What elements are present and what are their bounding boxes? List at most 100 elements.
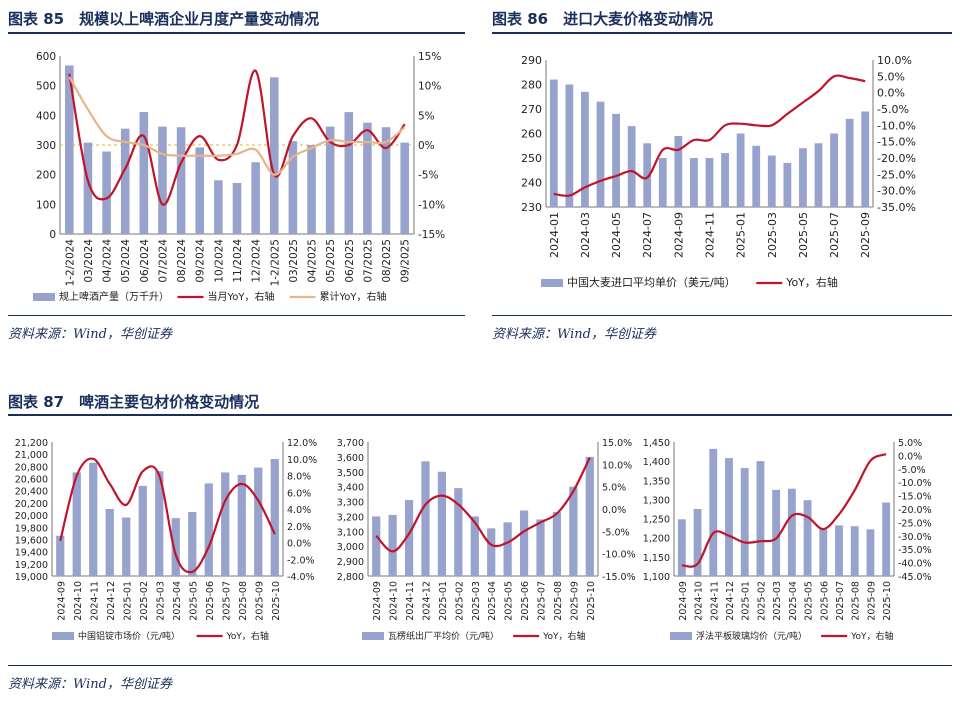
y-tick-label: 3,400 xyxy=(337,483,364,494)
bar xyxy=(176,127,186,234)
bar xyxy=(674,135,683,207)
bar xyxy=(138,485,147,576)
bar xyxy=(850,526,859,576)
bar xyxy=(400,142,409,234)
y2-tick-label: -15% xyxy=(418,229,445,241)
x-tick-label: 03/2024 xyxy=(83,239,95,283)
y2-tick-label: -10% xyxy=(418,199,445,211)
bar xyxy=(171,518,180,576)
x-tick-label: 2025-09 xyxy=(859,212,872,258)
x-tick-label: 2025-08 xyxy=(851,581,862,621)
bar xyxy=(388,514,397,576)
y2-tick-label: 15.0% xyxy=(602,438,632,449)
bar xyxy=(404,500,414,576)
x-tick-label: 08/2025 xyxy=(381,239,393,283)
x-tick-label: 2025-09 xyxy=(254,581,265,621)
bar xyxy=(237,474,246,576)
bar xyxy=(437,471,447,576)
y2-tick-label: -15.0% xyxy=(602,572,636,583)
x-tick-label: 2025-04 xyxy=(788,581,799,621)
y-tick-label: 19,600 xyxy=(15,535,48,546)
x-tick-label: 08/2024 xyxy=(176,239,188,283)
x-tick-label: 07/2024 xyxy=(157,239,169,283)
bar xyxy=(787,488,796,576)
y-tick-label: 1,400 xyxy=(643,457,670,468)
bar xyxy=(882,502,891,576)
y-tick-label: 3,300 xyxy=(337,498,364,509)
x-tick-label: 2025-07 xyxy=(537,581,548,621)
x-tick-label: 2024-07 xyxy=(641,212,654,258)
x-tick-label: 06/2025 xyxy=(344,239,356,283)
y-tick-label: 200 xyxy=(36,170,56,182)
x-tick-label: 2025-08 xyxy=(553,581,564,621)
y-tick-label: 3,200 xyxy=(337,512,364,523)
bar xyxy=(803,500,812,576)
series-line xyxy=(375,457,591,553)
bar xyxy=(232,182,242,234)
bar xyxy=(56,535,65,576)
bar xyxy=(139,112,149,234)
figure-86-source: 资料来源：Wind，华创证券 xyxy=(492,327,656,342)
x-tick-label: 04/2024 xyxy=(102,239,114,283)
bar xyxy=(204,483,213,576)
x-tick-label: 2025-03 xyxy=(155,581,166,621)
bar xyxy=(783,162,792,207)
y-tick-label: 1,150 xyxy=(643,553,670,564)
x-tick-label: 2025-05 xyxy=(188,581,199,621)
bar xyxy=(643,143,652,207)
x-tick-label: 2024-09 xyxy=(56,581,67,621)
bar xyxy=(596,101,605,207)
legend-label: YoY，右轴 xyxy=(785,275,838,289)
bar xyxy=(344,112,354,234)
bar xyxy=(307,145,316,234)
y2-tick-label: -30.0% xyxy=(877,185,916,198)
x-tick-label: 2024-12 xyxy=(725,581,736,621)
bar xyxy=(89,462,98,576)
chart-85: 0 100 200 300 400 500 600 -15% -10% -5% 0% 5% 10% 15%… xyxy=(33,51,445,303)
bar xyxy=(72,472,81,576)
x-tick-label: 2025-07 xyxy=(828,212,841,258)
bar xyxy=(581,91,589,207)
y-tick-label: 0 xyxy=(49,229,56,241)
bar xyxy=(767,155,776,207)
x-tick-label: 2024-09 xyxy=(672,212,685,258)
bar xyxy=(693,509,702,576)
y2-tick-label: -10.0% xyxy=(877,119,916,132)
y2-tick-label: 10% xyxy=(418,81,441,93)
x-tick-label: 2024-05 xyxy=(610,212,623,258)
bar xyxy=(835,525,843,576)
y2-tick-label: 5.0% xyxy=(877,70,905,83)
y-tick-label: 1,100 xyxy=(643,572,670,583)
y2-tick-label: -4.0% xyxy=(287,572,315,583)
x-tick-label: 1-2/2025 xyxy=(269,239,281,286)
y2-tick-label: 10.0% xyxy=(877,54,912,67)
y2-tick-label: 0% xyxy=(418,140,435,152)
x-tick-label: 2024-11 xyxy=(405,581,416,621)
y-tick-label: 20,000 xyxy=(15,511,48,522)
x-tick-label: 07/2025 xyxy=(362,239,374,283)
bar xyxy=(565,84,574,207)
x-tick-label: 2025-04 xyxy=(487,581,498,621)
figure-86-bottom-rule xyxy=(492,315,952,316)
y-tick-label: 2,800 xyxy=(337,572,364,583)
bar xyxy=(866,529,875,576)
x-tick-label: 2025-02 xyxy=(756,581,767,621)
bar xyxy=(195,147,205,234)
legend-label: 累计YoY，右轴 xyxy=(320,290,387,303)
y-tick-label: 290 xyxy=(521,54,542,67)
x-tick-label: 2025-03 xyxy=(772,581,783,621)
x-tick-label: 03/2025 xyxy=(288,239,300,283)
legend-label: 中国大麦进口平均单价（美元/吨） xyxy=(567,275,736,289)
y-tick-label: 21,000 xyxy=(15,450,48,461)
x-tick-label: 2024-01 xyxy=(548,212,561,258)
x-tick-label: 09/2025 xyxy=(400,239,412,283)
x-tick-label: 2024-12 xyxy=(422,581,433,621)
x-tick-label: 06/2024 xyxy=(139,239,151,283)
bar xyxy=(83,142,93,234)
y-tick-label: 20,800 xyxy=(15,462,48,473)
x-tick-label: 2024-12 xyxy=(106,581,117,621)
y2-tick-label: 15% xyxy=(418,51,441,63)
bar xyxy=(221,472,230,576)
series-line xyxy=(68,69,406,206)
x-tick-label: 2024-10 xyxy=(73,581,84,621)
